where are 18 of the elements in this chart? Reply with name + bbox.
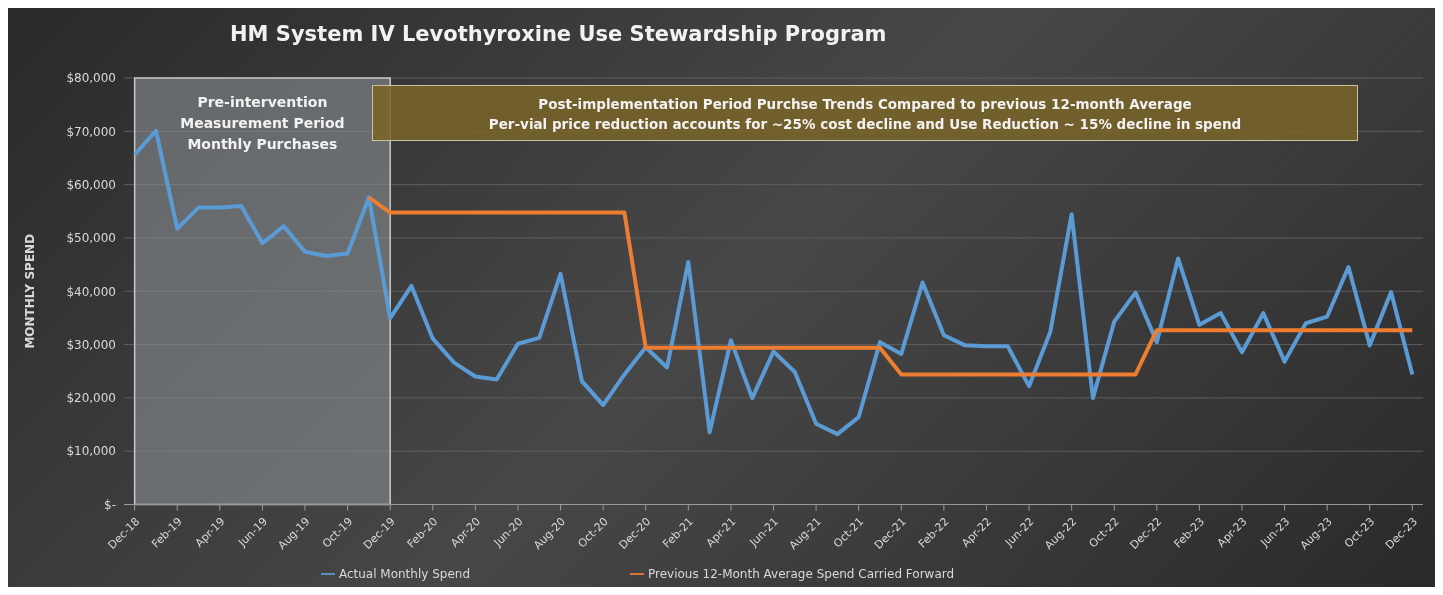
legend-label: Actual Monthly Spend [338, 566, 470, 581]
legend-label: Previous 12-Month Average Spend Carried Forward [648, 566, 955, 581]
y-tick-label: $30,000 [66, 337, 116, 352]
band-label: Pre-intervention Measurement Period Monthly Purchases [179, 93, 346, 154]
y-tick-label: $70,000 [66, 124, 116, 139]
annotation: Per-vial price reduction accounts for ~25% cost decline and Use Reduction ~ 15% decline in spend [487, 115, 1243, 134]
annotation: Post-implementation Period Purchse Trends Compared to previous 12-month Average [537, 95, 1193, 114]
y-tick-label: $60,000 [66, 177, 116, 192]
y-tick-label: $10,000 [66, 444, 116, 459]
y-tick-label: $50,000 [66, 231, 116, 246]
y-axis-title: MONTHLY SPEND [23, 233, 38, 349]
y-tick-label: $- [104, 497, 116, 512]
y-tick-label: $40,000 [66, 284, 116, 299]
line-series [366, 195, 1415, 377]
chart-title: HM System IV Levothyroxine Use Stewardship Program [230, 22, 887, 46]
y-tick-label: $20,000 [66, 391, 116, 406]
note-box: Post-implementation Period Purchse Trends Compared to previous 12-month Average Per-vial price reduction accounts for ~25% cost decline and Use Reduction ~ 15% decline in spend [372, 85, 1358, 141]
y-tick-label: $80,000 [66, 71, 116, 86]
